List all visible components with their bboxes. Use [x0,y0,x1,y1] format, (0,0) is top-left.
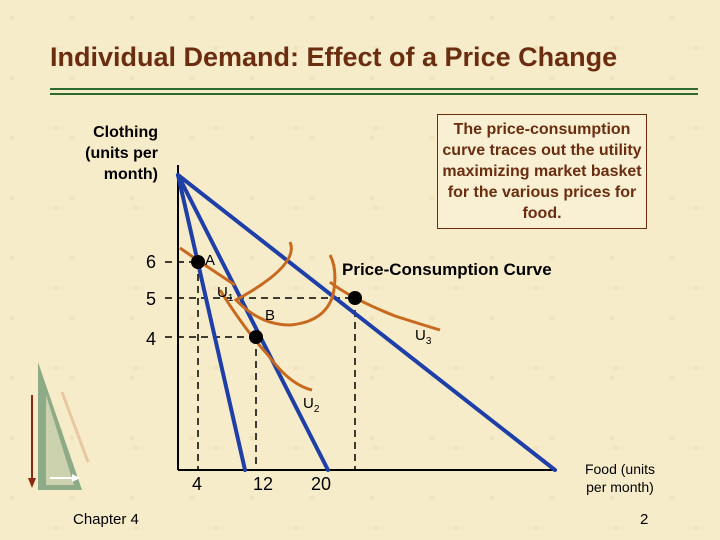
price-consumption-curve-label: Price-Consumption Curve [342,260,552,279]
u1-subscript: 1 [228,293,234,304]
y-axis-title: Clothing (units per month) [85,124,158,183]
u3-subscript: 3 [426,336,432,347]
point-d-label: D [350,290,361,307]
y-tick-5: 5 [146,289,156,309]
y-tick-6: 6 [146,252,156,272]
budget-line-1 [176,173,247,472]
u1-label: U1 [217,284,234,304]
x-tick-4: 4 [192,474,202,494]
price-consumption-curve [233,241,337,327]
indifference-curve-u2 [218,289,313,392]
u3-label: U3 [415,327,432,347]
explanation-callout: The price-consumption curve traces out t… [437,114,647,229]
x-tick-20: 20 [311,474,331,494]
point-b-label: B [265,307,275,324]
u2-letter: U [303,395,314,412]
indifference-curve-u3 [329,280,441,332]
budget-line-3 [176,173,557,472]
x-tick-12: 12 [253,474,273,494]
u2-subscript: 2 [314,404,320,415]
title-rule-top [50,88,698,90]
x-axis-title: Food (units per month) [584,461,656,495]
u3-letter: U [415,327,426,344]
point-a [191,255,205,269]
u1-letter: U [217,284,228,301]
slide-title: Individual Demand: Effect of a Price Cha… [50,42,618,72]
point-d [348,291,362,305]
y-tick-4: 4 [146,329,156,349]
title-rule-bottom [50,93,698,95]
page-number: 2 [640,511,649,528]
u2-label: U2 [303,395,320,415]
point-a-label: A [205,252,215,269]
budget-line-2 [176,173,330,472]
chapter-label: Chapter 4 [73,511,139,528]
point-b [249,330,263,344]
triangle-ruler-icon [28,362,90,490]
